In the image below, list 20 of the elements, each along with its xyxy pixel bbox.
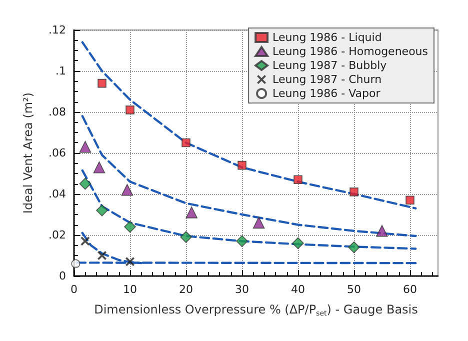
x-tick-label: 0	[70, 283, 78, 296]
legend-label: Leung 1987 - Bubbly	[272, 59, 388, 72]
x-tick-label: 20	[179, 283, 193, 296]
y-tick-label: .06	[48, 146, 66, 160]
legend-label: Leung 1986 - Homogeneous	[272, 45, 428, 58]
y-tick-label: .1	[56, 64, 66, 78]
y-tick-label: .04	[48, 188, 66, 200]
y-tick-label: 0	[59, 270, 66, 282]
x-tick-label: 60	[403, 283, 417, 296]
x-tick-label: 10	[123, 283, 137, 296]
y-tick-label: .02	[48, 228, 66, 242]
x-tick-label: 40	[291, 283, 305, 296]
y-axis-title: Ideal Vent Area (m²)	[21, 92, 35, 214]
legend-label: Leung 1987 - Churn	[272, 73, 382, 86]
x-tick-label: 30	[235, 283, 249, 296]
legend-label: Leung 1986 - Liquid	[272, 31, 382, 44]
x-tick-label: 50	[347, 283, 361, 296]
legend-label: Leung 1986 - Vapor	[272, 87, 381, 100]
y-tick-label: .08	[48, 106, 66, 118]
y-tick-label: .12	[48, 24, 66, 36]
